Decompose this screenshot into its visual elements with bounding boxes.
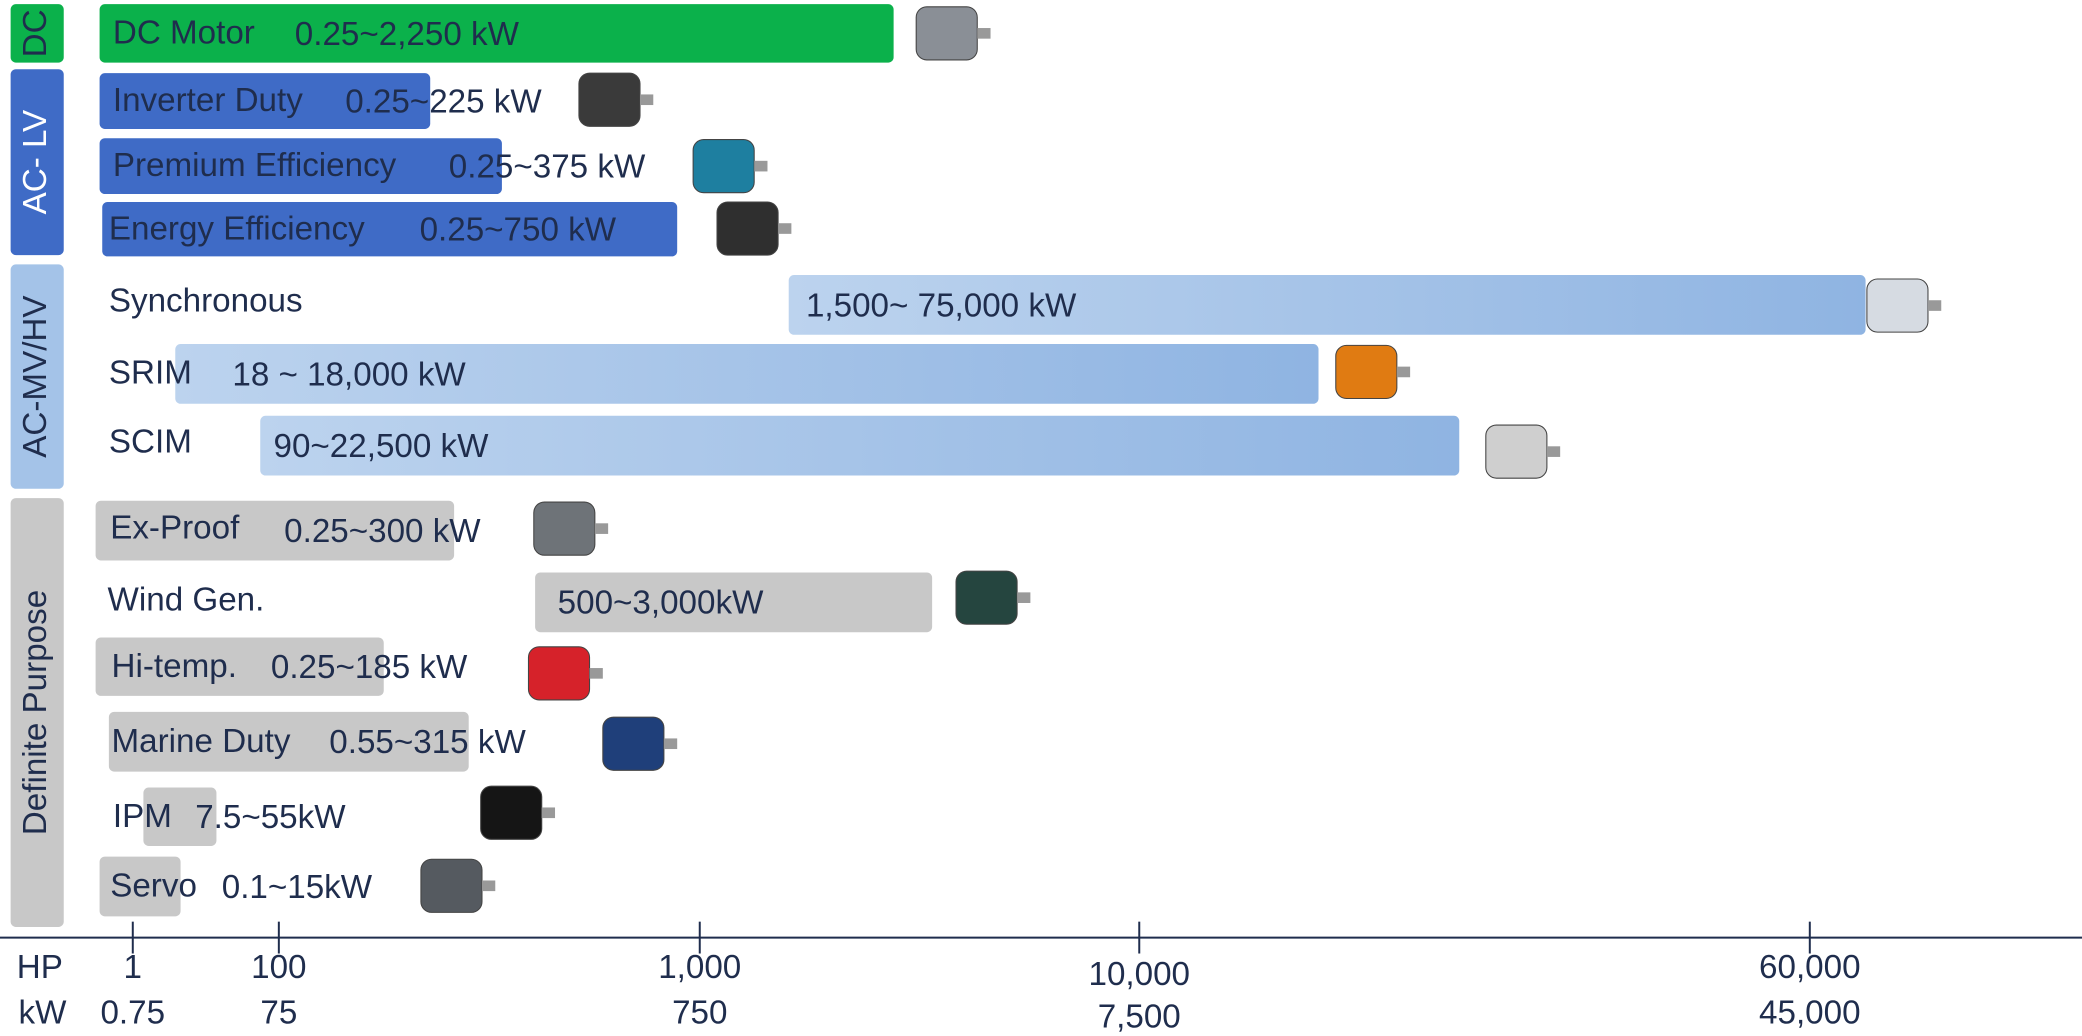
motor-icon: [527, 646, 591, 701]
motor-icon: [1866, 278, 1929, 333]
range-bar: [102, 201, 678, 257]
group-box: [10, 264, 64, 489]
motor-type: Servo: [110, 868, 197, 905]
kw-axis-label: kW: [19, 994, 68, 1031]
range-bar: [99, 4, 894, 63]
power-range: 0.25~375 kW: [449, 149, 646, 186]
motor-shaft: [541, 807, 556, 819]
motor-shaft: [640, 94, 654, 106]
power-range: 7.5~55kW: [195, 799, 346, 836]
motor-icon: [692, 139, 755, 194]
range-bar: [260, 415, 1460, 476]
hp-tick-label: 10,000: [1089, 956, 1191, 993]
motor-shaft: [589, 668, 603, 679]
motor-icon: [533, 501, 596, 556]
range-bar: [99, 856, 181, 917]
power-range: 1,500~ 75,000 kW: [806, 287, 1077, 324]
kw-tick-label: 75: [260, 994, 297, 1031]
group-label: AC-MV/HV: [17, 295, 54, 457]
group-label: Definite Purpose: [17, 590, 54, 835]
motor-shaft: [1396, 366, 1411, 378]
group-box: [10, 498, 64, 927]
group-box: [10, 4, 64, 63]
motor-type: Inverter Duty: [113, 82, 303, 119]
hp-axis-label: HP: [17, 949, 63, 986]
motor-type: SRIM: [109, 354, 192, 391]
group-box: [10, 69, 64, 256]
motor-icon: [1485, 424, 1548, 479]
motor-shaft: [1546, 446, 1561, 457]
range-bar: [143, 787, 217, 846]
range-bar: [175, 344, 1319, 404]
hp-tick-label: 100: [251, 949, 306, 986]
motor-type: SCIM: [109, 423, 192, 460]
power-range: 500~3,000kW: [558, 585, 764, 622]
hp-tick-label: 60,000: [1759, 949, 1861, 986]
motor-shaft: [1927, 300, 1942, 311]
hp-tick-label: 1,000: [658, 949, 741, 986]
range-bar: [535, 572, 933, 633]
motor-type: Ex-Proof: [110, 510, 240, 547]
power-range: 18 ~ 18,000 kW: [232, 356, 466, 393]
kw-tick-label: 750: [672, 994, 727, 1031]
hp-tick-label: 1: [124, 949, 142, 986]
kw-tick-label: 7,500: [1098, 998, 1181, 1035]
motor-shaft: [481, 880, 496, 892]
motor-shaft: [594, 523, 609, 534]
motor-icon: [480, 785, 543, 840]
motor-icon: [955, 570, 1018, 625]
range-bar: [788, 275, 1866, 335]
kw-tick-label: 0.75: [100, 994, 165, 1031]
motor-shaft: [1017, 592, 1031, 603]
motor-shaft: [977, 28, 991, 39]
motor-shaft: [778, 223, 792, 234]
power-range: 0.25~2,250 kW: [295, 16, 520, 53]
power-range: 0.1~15kW: [222, 869, 373, 906]
motor-icon: [578, 72, 641, 127]
motor-type: DC Motor: [113, 14, 255, 51]
motor-type: Hi-temp.: [112, 648, 237, 685]
group-label: AC- LV: [17, 110, 54, 215]
motor-type: Wind Gen.: [108, 581, 265, 618]
power-range: 0.25~300 kW: [284, 513, 481, 550]
motor-shaft: [663, 738, 678, 750]
motor-type: Energy Efficiency: [109, 210, 365, 247]
range-bar: [99, 138, 502, 195]
range-bar: [95, 637, 384, 696]
motor-type: Premium Efficiency: [113, 147, 397, 184]
motor-shaft: [754, 160, 768, 172]
group-label: DC: [17, 9, 54, 57]
kw-tick-label: 45,000: [1759, 994, 1861, 1031]
motor-icon: [716, 201, 779, 256]
power-range: 0.25~750 kW: [420, 212, 617, 249]
power-range: 0.55~315 kW: [329, 724, 526, 761]
motor-icon: [420, 858, 483, 913]
motor-icon: [1335, 344, 1398, 400]
motor-icon: [915, 6, 978, 61]
range-bar: [108, 711, 469, 772]
motor-icon: [602, 716, 665, 771]
motor-type: Marine Duty: [112, 723, 291, 760]
range-bar: [95, 500, 455, 561]
power-range: 0.25~185 kW: [271, 649, 468, 686]
power-range: 90~22,500 kW: [274, 428, 490, 465]
range-bar: [99, 73, 431, 129]
motor-type: IPM: [113, 798, 172, 835]
power-range: 0.25~225 kW: [345, 83, 542, 120]
motor-type: Synchronous: [109, 283, 303, 320]
